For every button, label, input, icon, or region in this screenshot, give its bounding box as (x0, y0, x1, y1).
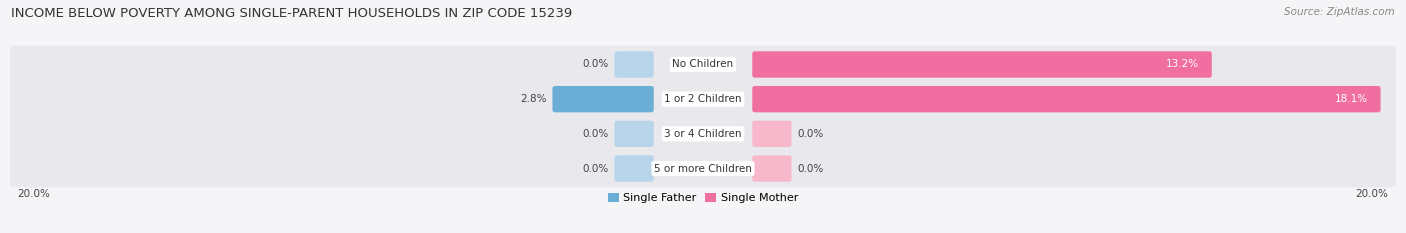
FancyBboxPatch shape (752, 86, 1381, 112)
Text: 0.0%: 0.0% (582, 164, 609, 174)
FancyBboxPatch shape (752, 155, 792, 182)
FancyBboxPatch shape (10, 80, 1396, 118)
Text: 1 or 2 Children: 1 or 2 Children (664, 94, 742, 104)
FancyBboxPatch shape (752, 51, 1212, 78)
Text: 18.1%: 18.1% (1334, 94, 1368, 104)
Text: 20.0%: 20.0% (17, 189, 51, 199)
Text: Source: ZipAtlas.com: Source: ZipAtlas.com (1284, 7, 1395, 17)
Text: 0.0%: 0.0% (582, 129, 609, 139)
FancyBboxPatch shape (614, 121, 654, 147)
FancyBboxPatch shape (553, 86, 654, 112)
Text: INCOME BELOW POVERTY AMONG SINGLE-PARENT HOUSEHOLDS IN ZIP CODE 15239: INCOME BELOW POVERTY AMONG SINGLE-PARENT… (11, 7, 572, 20)
FancyBboxPatch shape (614, 51, 654, 78)
Text: 13.2%: 13.2% (1166, 59, 1199, 69)
Text: 0.0%: 0.0% (797, 164, 824, 174)
Text: 0.0%: 0.0% (582, 59, 609, 69)
FancyBboxPatch shape (10, 150, 1396, 187)
Legend: Single Father, Single Mother: Single Father, Single Mother (603, 189, 803, 208)
FancyBboxPatch shape (752, 121, 792, 147)
Text: 20.0%: 20.0% (1355, 189, 1389, 199)
FancyBboxPatch shape (10, 46, 1396, 83)
Text: 3 or 4 Children: 3 or 4 Children (664, 129, 742, 139)
Text: 0.0%: 0.0% (797, 129, 824, 139)
Text: 5 or more Children: 5 or more Children (654, 164, 752, 174)
FancyBboxPatch shape (614, 155, 654, 182)
Text: 2.8%: 2.8% (520, 94, 547, 104)
Text: No Children: No Children (672, 59, 734, 69)
FancyBboxPatch shape (10, 115, 1396, 153)
